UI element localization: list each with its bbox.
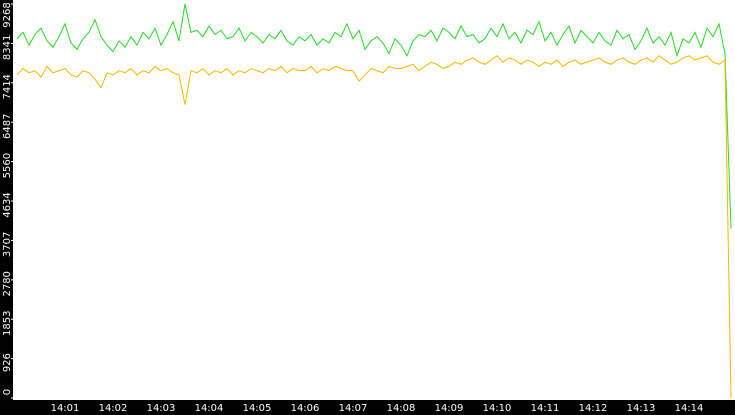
x-tick-label: 14:07 [339,403,368,414]
x-tick-label: 14:11 [531,403,560,414]
x-tick-label: 14:14 [675,403,704,414]
x-axis-strip [0,400,735,415]
y-tick-label: 7414 [2,74,13,99]
x-tick-label: 14:09 [435,403,464,414]
y-tick-label: 8341 [2,35,13,60]
y-tick-label: 3707 [2,232,13,257]
y-tick-label: 9268 [2,2,13,27]
y-tick-label: 0 [2,389,13,395]
y-axis-strip [0,0,13,415]
x-tick-label: 14:05 [243,403,272,414]
x-tick-label: 14:10 [483,403,512,414]
y-tick-label: 926 [2,353,13,372]
x-tick-label: 14:06 [291,403,320,414]
y-tick-label: 4634 [2,192,13,217]
x-tick-label: 14:02 [99,403,128,414]
x-tick-label: 14:01 [51,403,80,414]
y-tick-label: 1853 [2,310,13,335]
series-line [16,55,732,399]
series-line [16,3,732,229]
y-tick-label: 2780 [2,271,13,296]
y-tick-label: 5560 [2,153,13,178]
y-tick-label: 6487 [2,113,13,138]
x-tick-label: 14:04 [195,403,224,414]
x-tick-label: 14:03 [147,403,176,414]
x-tick-label: 14:12 [579,403,608,414]
x-tick-label: 14:13 [627,403,656,414]
x-tick-label: 14:08 [387,403,416,414]
